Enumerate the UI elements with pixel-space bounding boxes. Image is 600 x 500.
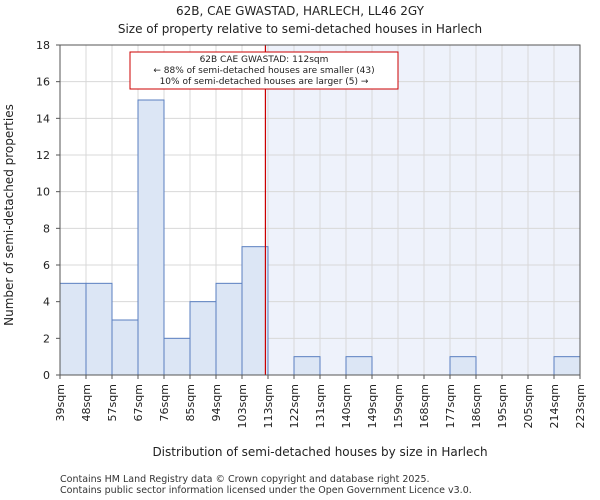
- x-ticks: 39sqm 48sqm 57sqm 67sqm 76sqm 85sqm 94sqm 103sq…: [54, 375, 587, 428]
- x-tick-label: 67sqm: [132, 384, 145, 421]
- footer-line-2: Contains public sector information licen…: [60, 485, 472, 496]
- histogram-bar: [163, 337, 191, 376]
- annotation-line-2: ← 88% of semi-detached houses are smalle…: [153, 66, 374, 76]
- y-tick-label: 8: [43, 222, 50, 235]
- x-axis-title: Distribution of semi-detached houses by …: [152, 445, 487, 459]
- y-tick-label: 18: [36, 39, 50, 52]
- annotation-frame: [129, 51, 399, 90]
- footer-line-1: Contains HM Land Registry data © Crown c…: [60, 474, 430, 485]
- x-tick-label: 131sqm: [314, 384, 327, 428]
- annotation-line-1: 62B CAE GWASTAD: 112sqm: [200, 55, 329, 65]
- x-tick-label: 39sqm: [54, 384, 67, 421]
- histogram-bar: [241, 246, 269, 376]
- y-tick-label: 2: [43, 332, 50, 345]
- x-tick-label: 214sqm: [548, 384, 561, 428]
- annotation-box: 62B CAE GWASTAD: 112sqm ← 88% of semi-de…: [129, 51, 399, 90]
- y-tick-label: 14: [36, 112, 50, 125]
- x-tick-label: 168sqm: [418, 384, 431, 428]
- histogram-bar: [553, 356, 581, 376]
- y-tick-label: 16: [36, 76, 50, 89]
- annotation-line-3: 10% of semi-detached houses are larger (…: [160, 77, 369, 87]
- x-tick-label: 103sqm: [236, 384, 249, 428]
- histogram-bar: [345, 356, 373, 376]
- histogram-bar: [293, 356, 321, 376]
- x-tick-label: 94sqm: [210, 384, 223, 421]
- histogram-bar: [449, 356, 477, 376]
- histogram-bar: [111, 319, 139, 376]
- histogram-bar: [189, 301, 217, 376]
- y-tick-label: 0: [43, 369, 50, 382]
- x-tick-label: 195sqm: [496, 384, 509, 428]
- x-tick-label: 159sqm: [392, 384, 405, 428]
- y-tick-label: 4: [43, 296, 50, 309]
- y-axis-title: Number of semi-detached properties: [2, 104, 16, 326]
- x-tick-label: 76sqm: [158, 384, 171, 421]
- y-tick-label: 10: [36, 186, 50, 199]
- x-tick-label: 149sqm: [366, 384, 379, 428]
- x-tick-label: 48sqm: [80, 384, 93, 421]
- x-tick-label: 113sqm: [262, 384, 275, 428]
- y-ticks: 0 2 4 6 8 10 12 14 16 18: [36, 39, 60, 382]
- x-tick-label: 205sqm: [522, 384, 535, 428]
- highlight-region: [265, 45, 580, 375]
- x-tick-label: 223sqm: [574, 384, 587, 428]
- x-tick-label: 186sqm: [470, 384, 483, 428]
- x-tick-label: 122sqm: [288, 384, 301, 428]
- histogram-bar: [59, 282, 87, 376]
- x-tick-label: 57sqm: [106, 384, 119, 421]
- x-tick-label: 140sqm: [340, 384, 353, 428]
- y-tick-label: 12: [36, 149, 50, 162]
- histogram-bar: [85, 282, 113, 376]
- chart-subtitle: Size of property relative to semi-detach…: [118, 22, 482, 36]
- histogram-bar: [137, 99, 165, 376]
- histogram-bar: [215, 282, 243, 376]
- x-tick-label: 85sqm: [184, 384, 197, 421]
- y-tick-label: 6: [43, 259, 50, 272]
- chart-title: 62B, CAE GWASTAD, HARLECH, LL46 2GY: [176, 4, 425, 18]
- bars: [59, 99, 581, 376]
- x-tick-label: 177sqm: [444, 384, 457, 428]
